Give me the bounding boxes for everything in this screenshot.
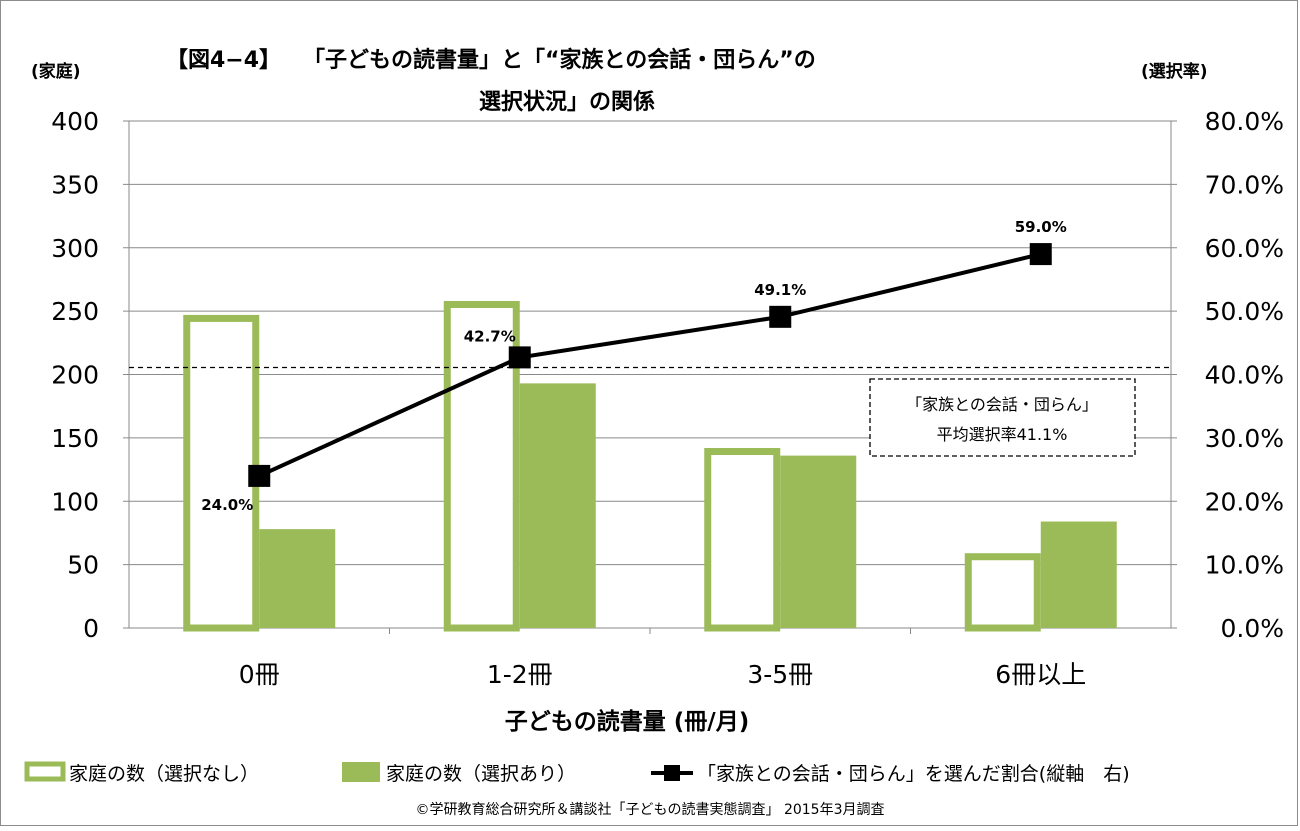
left-tick-label: 250 xyxy=(51,297,99,326)
right-tick-label: 30.0% xyxy=(1205,424,1284,453)
average-box-line2: 平均選択率41.1% xyxy=(937,425,1068,444)
right-axis-label: (選択率) xyxy=(1141,61,1208,82)
right-tick-label: 50.0% xyxy=(1205,297,1284,326)
bar-outline xyxy=(183,314,260,632)
average-box: 「家族との会話・団らん」 平均選択率41.1% xyxy=(869,378,1136,457)
right-tick-label: 70.0% xyxy=(1205,170,1284,199)
bar-filled xyxy=(1040,521,1117,628)
x-tick-label: 1-2冊 xyxy=(487,660,553,689)
x-tick-label: 6冊以上 xyxy=(995,660,1086,689)
legend-label-line: 「家族との会話・団らん」を選んだ割合(縦軸 右) xyxy=(697,763,1130,785)
left-axis-label: (家庭) xyxy=(31,61,81,82)
average-box-line1: 「家族との会話・団らん」 xyxy=(906,395,1098,414)
legend: 家庭の数（選択なし） 家庭の数（選択あり） 「家族との会話・団らん」を選んだ割合… xyxy=(24,761,1130,785)
legend-label-filled: 家庭の数（選択あり） xyxy=(386,763,576,785)
rate-marker xyxy=(1029,243,1052,266)
x-tick-label: 3-5冊 xyxy=(747,660,813,689)
bar-outline xyxy=(443,300,520,632)
source-note: ©学研教育総合研究所＆講談社「子どもの読書実態調査」 2015年3月調査 xyxy=(416,801,885,818)
right-tick-label: 20.0% xyxy=(1205,487,1284,516)
left-tick-label: 50 xyxy=(67,551,99,580)
x-axis-title: 子どもの読書量 (冊/月) xyxy=(505,708,749,735)
right-tick-label: 0.0% xyxy=(1220,614,1284,643)
left-tick-label: 200 xyxy=(51,361,99,390)
left-tick-label: 400 xyxy=(51,107,99,136)
rate-line xyxy=(258,252,1042,478)
bars xyxy=(183,300,1117,632)
bar-filled xyxy=(780,455,857,628)
average-box-frame xyxy=(869,378,1136,457)
rate-data-label: 49.1% xyxy=(754,281,806,299)
rate-line-group: 24.0% 42.7% 49.1% 59.0% xyxy=(201,218,1067,514)
right-tick-label: 80.0% xyxy=(1205,107,1284,136)
bar-outline xyxy=(964,553,1041,632)
rate-data-label: 24.0% xyxy=(201,496,253,514)
rate-data-label: 59.0% xyxy=(1015,218,1067,236)
legend-swatch-marker xyxy=(664,765,680,781)
rate-data-label: 42.7% xyxy=(464,327,516,345)
bar-outline xyxy=(704,448,781,632)
chart-title-line1: 【図4−4】 「子どもの読書量」と「“家族との会話・団らん”の xyxy=(166,47,816,73)
bar-filled xyxy=(519,383,596,628)
right-tick-label: 60.0% xyxy=(1205,234,1284,263)
tick-labels: 0 0.0% 50 10.0% 100 20.0% 150 30.0% 200 40.0% 250 5… xyxy=(51,107,1284,689)
legend-swatch-outline xyxy=(24,761,66,782)
legend-label-outline: 家庭の数（選択なし） xyxy=(69,763,259,785)
rate-marker xyxy=(248,464,271,487)
left-tick-label: 350 xyxy=(51,170,99,199)
gridlines xyxy=(129,120,1171,566)
x-tick-label: 0冊 xyxy=(239,660,280,689)
right-tick-label: 10.0% xyxy=(1205,551,1284,580)
bar-filled xyxy=(259,529,336,628)
left-tick-label: 100 xyxy=(51,487,99,516)
left-tick-label: 300 xyxy=(51,234,99,263)
chart-title-line2: 選択状況」の関係 xyxy=(479,90,655,115)
left-tick-label: 0 xyxy=(83,614,99,643)
rate-marker xyxy=(508,346,531,369)
rate-marker xyxy=(769,305,792,328)
right-tick-label: 40.0% xyxy=(1205,361,1284,390)
legend-swatch-filled xyxy=(342,762,380,782)
left-tick-label: 150 xyxy=(51,424,99,453)
